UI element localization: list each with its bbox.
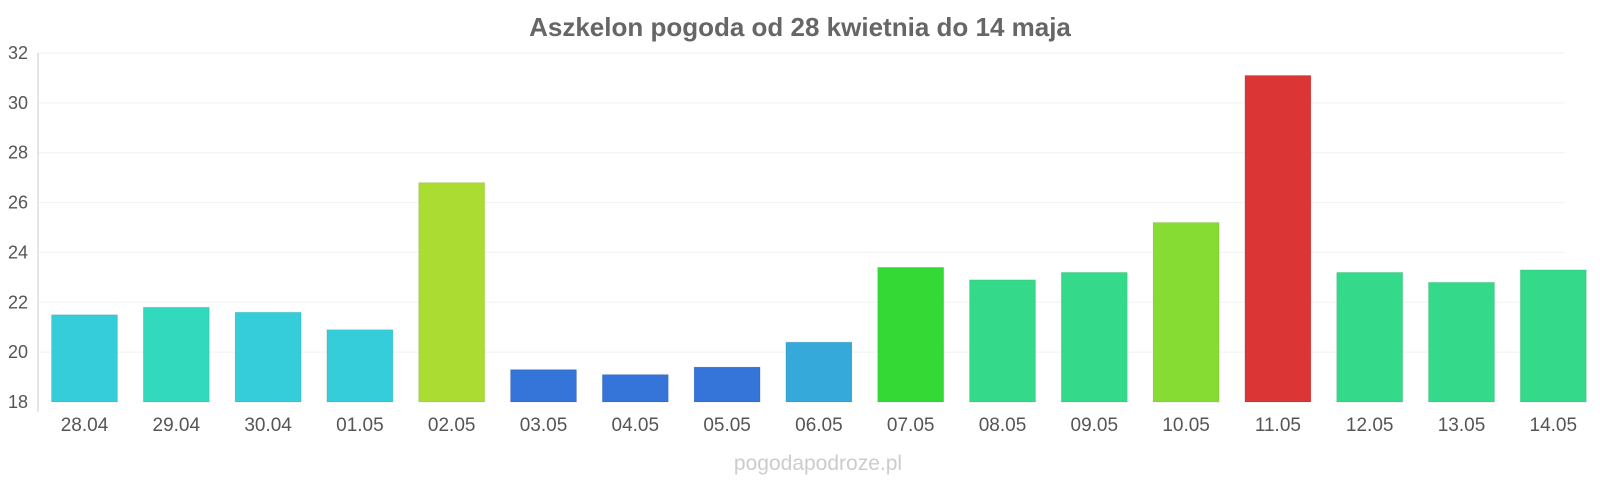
y-tick-label: 22 [8, 292, 28, 312]
bar [785, 341, 853, 403]
bar [234, 311, 302, 403]
x-tick-label: 05.05 [703, 415, 751, 436]
y-tick-label: 20 [8, 342, 28, 362]
bar [142, 306, 210, 403]
bars [51, 74, 1587, 403]
x-tick-label: 28.04 [61, 415, 109, 436]
x-tick-label: 11.05 [1255, 415, 1301, 436]
y-tick-label: 24 [8, 242, 28, 262]
bar [1152, 222, 1220, 403]
x-tick-label: 14.05 [1530, 415, 1578, 436]
bar [326, 329, 394, 403]
x-tick-label: 08.05 [979, 415, 1027, 436]
x-tick-label: 02.05 [428, 415, 476, 436]
bar [418, 182, 486, 403]
bar [969, 279, 1036, 403]
bar [1428, 281, 1495, 403]
y-tick-label: 18 [8, 392, 28, 412]
bar [877, 266, 945, 403]
bar [51, 314, 118, 403]
bar [1244, 74, 1312, 403]
bar [601, 374, 669, 403]
y-tick-label: 30 [8, 93, 28, 113]
x-axis-labels: 28.04 29.04 30.04 01.05 02.05 03.05 04.05 05.05… [61, 415, 1577, 436]
bar [693, 366, 761, 403]
x-tick-label: 01.05 [336, 415, 384, 436]
x-tick-label: 03.05 [520, 415, 568, 436]
bar [510, 369, 577, 403]
x-tick-label: 06.05 [795, 415, 843, 436]
x-tick-label: 10.05 [1162, 415, 1210, 436]
x-tick-label: 13.05 [1438, 415, 1486, 436]
bar [1336, 271, 1404, 403]
x-tick-label: 09.05 [1071, 415, 1119, 436]
x-tick-label: 29.04 [153, 415, 201, 436]
x-tick-label: 04.05 [612, 415, 660, 436]
y-tick-label: 28 [8, 143, 28, 163]
y-tick-label: 26 [8, 193, 28, 213]
chart-title: Aszkelon pogoda od 28 kwietnia do 14 maj… [529, 12, 1071, 42]
y-axis-ticks: 18 20 22 24 26 28 30 32 [8, 43, 28, 412]
grid-lines [38, 52, 1565, 353]
bar [1519, 269, 1587, 403]
bar [1060, 271, 1128, 403]
x-tick-label: 12.05 [1346, 415, 1394, 436]
watermark: pogodapodroze.pl [734, 452, 902, 475]
x-tick-label: 30.04 [244, 415, 292, 436]
x-tick-label: 07.05 [887, 415, 935, 436]
y-tick-label: 32 [8, 43, 28, 63]
